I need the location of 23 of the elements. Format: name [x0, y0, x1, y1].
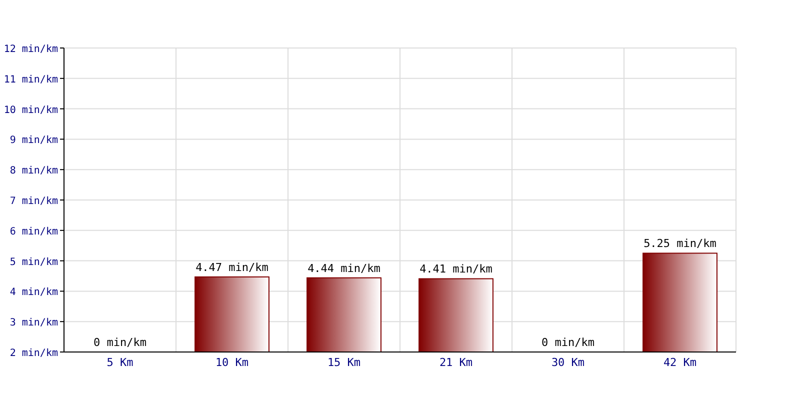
- data-label: 4.47 min/km: [196, 260, 269, 274]
- text: 0 min/km: [94, 336, 146, 349]
- x-tick-label: 5 Km: [106, 356, 134, 369]
- x-tick-label: 42 Km: [663, 356, 697, 369]
- y-tick-label: 12 min/km: [4, 44, 58, 55]
- x-tick-label: 15 Km: [327, 356, 361, 369]
- x-tick-label: 30 Km: [551, 356, 585, 369]
- y-tick-label: 2 min/km: [10, 348, 58, 359]
- y-tick-label: 8 min/km: [10, 166, 58, 177]
- data-label: 5.25 min/km: [644, 237, 717, 250]
- x-tick-label: 10 Km: [215, 356, 249, 369]
- y-tick-label: 4 min/km: [10, 287, 58, 298]
- y-tick-label: 10 min/km: [4, 104, 58, 116]
- y-tick-label: 7 min/km: [10, 196, 58, 207]
- y-tick-label: 9 min/km: [10, 135, 58, 146]
- text: 0 min/km: [542, 336, 594, 349]
- x-tick-label: 21 Km: [439, 356, 473, 369]
- y-tick-label: 3 min/km: [10, 318, 58, 329]
- data-label: 4.41 min/km: [420, 262, 493, 276]
- y-tick-label: 6 min/km: [10, 226, 58, 238]
- data-label: 4.44 min/km: [308, 262, 381, 275]
- y-tick-label: 11 min/km: [4, 74, 58, 86]
- y-tick-label: 5 min/km: [10, 256, 58, 268]
